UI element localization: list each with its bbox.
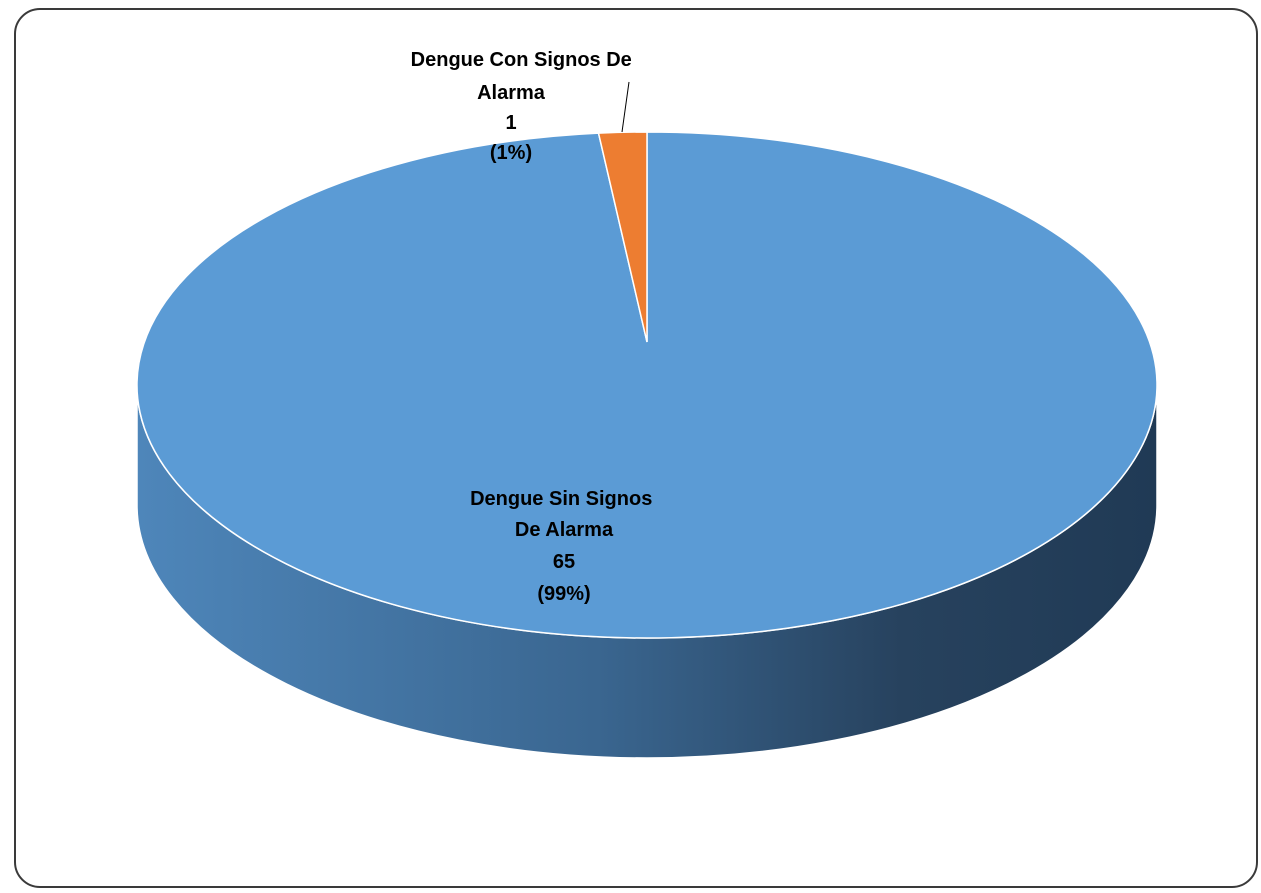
slice-label-con-signos: Dengue Con Signos De Alarma [411, 49, 638, 104]
slice-value-sin-signos: 65 [553, 551, 575, 573]
label-line: De Alarma [515, 519, 614, 541]
leader-line [621, 81, 630, 133]
slice-percent-con-signos: (1%) [490, 142, 532, 164]
pie-slice-con-signos [597, 131, 648, 343]
slice-value-con-signos: 1 [505, 112, 516, 134]
pie-slice-sin-signos [136, 131, 1158, 639]
label-line: Dengue Con Signos De [411, 49, 632, 71]
slice-percent-sin-signos: (99%) [537, 583, 590, 605]
label-line: Alarma [477, 82, 546, 104]
slice-label-sin-signos: Dengue Sin Signos De Alarma [470, 488, 658, 541]
label-line: Dengue Sin Signos [470, 488, 652, 510]
